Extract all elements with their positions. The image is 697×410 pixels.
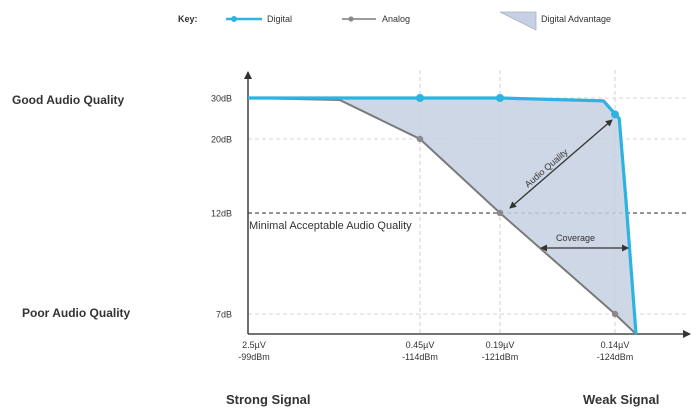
weak-signal-label: Weak Signal xyxy=(583,392,659,407)
minimal-acceptable-quality-label: Minimal Acceptable Audio Quality xyxy=(249,220,412,232)
y-tick-label: 12dB xyxy=(211,209,232,219)
digital-point-marker xyxy=(496,94,504,102)
x-tick-label-uv: 0.45µV xyxy=(406,340,435,350)
coverage-arrow-label: Coverage xyxy=(556,233,595,243)
x-tick-label-dbm: -114dBm xyxy=(402,352,438,362)
analog-series-line xyxy=(247,97,637,335)
x-tick-label-uv: 0.19µV xyxy=(486,340,515,350)
legend-digital-marker-icon xyxy=(231,16,237,22)
audio-quality-arrow xyxy=(509,119,613,209)
legend-analog-label: Analog xyxy=(382,14,410,24)
legend-advantage-swatch-icon xyxy=(499,11,537,31)
legend-title: Key: xyxy=(178,14,198,24)
strong-signal-label: Strong Signal xyxy=(226,392,311,407)
good-audio-quality-label: Good Audio Quality xyxy=(12,93,125,107)
x-tick-label-dbm: -124dBm xyxy=(597,352,634,362)
digital-point-marker xyxy=(416,94,424,102)
series-markers xyxy=(416,94,619,318)
x-tick-label-dbm: -121dBm xyxy=(482,352,519,362)
digital-advantage-area xyxy=(248,98,636,334)
x-tick-label-dbm: -99dBm xyxy=(238,352,270,362)
x-tick-label-uv: 2.5µV xyxy=(242,340,266,350)
legend: Key: Digital Analog Digital Advantage xyxy=(178,11,611,31)
y-tick-label: 7dB xyxy=(216,310,232,320)
y-tick-label: 30dB xyxy=(211,94,232,104)
analog-point-marker xyxy=(416,135,424,143)
x-tick-labels: 2.5µV -99dBm 0.45µV -114dBm 0.19µV -121d… xyxy=(238,340,633,362)
x-tick-label-uv: 0.14µV xyxy=(601,340,630,350)
digital-point-marker xyxy=(611,110,619,119)
analog-point-marker xyxy=(496,209,504,217)
legend-advantage-label: Digital Advantage xyxy=(541,14,611,24)
poor-audio-quality-label: Poor Audio Quality xyxy=(22,306,131,320)
analog-point-marker xyxy=(611,310,619,318)
y-tick-label: 20dB xyxy=(211,135,232,145)
legend-analog-marker-icon xyxy=(348,16,354,22)
legend-digital-label: Digital xyxy=(267,14,292,24)
